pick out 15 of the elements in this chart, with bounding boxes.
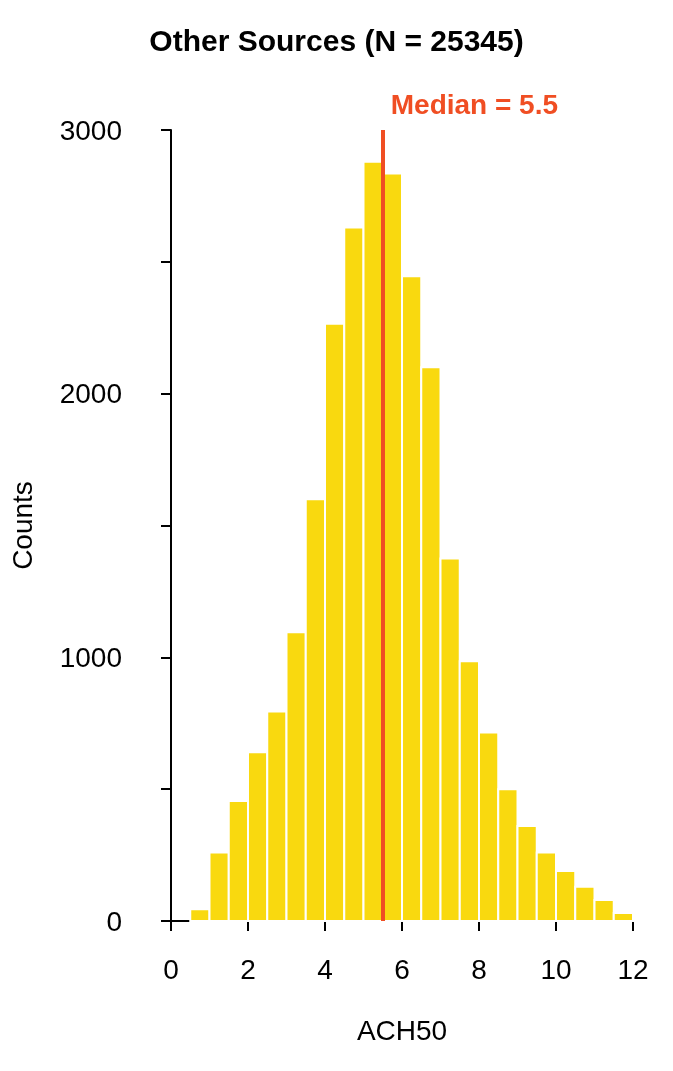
x-tick-label: 0	[163, 953, 179, 985]
x-axis-title: ACH50	[356, 1014, 448, 1046]
x-tick-label: 10	[540, 953, 572, 985]
x-tick-label: 4	[317, 953, 333, 985]
ref-line-label: Median = 5.5	[390, 88, 559, 120]
y-axis-title: Counts	[6, 481, 38, 570]
x-tick-label: 8	[471, 953, 487, 985]
x-tick-label: 2	[240, 953, 256, 985]
y-tick-label: 3000	[59, 114, 122, 146]
x-tick-label: 6	[394, 953, 410, 985]
y-tick-label: 0	[106, 905, 122, 937]
chart-title: Other Sources (N = 25345)	[149, 23, 524, 57]
x-tick-label: 12	[617, 953, 649, 985]
y-tick-label: 1000	[59, 641, 122, 673]
y-tick-label: 2000	[59, 378, 122, 410]
